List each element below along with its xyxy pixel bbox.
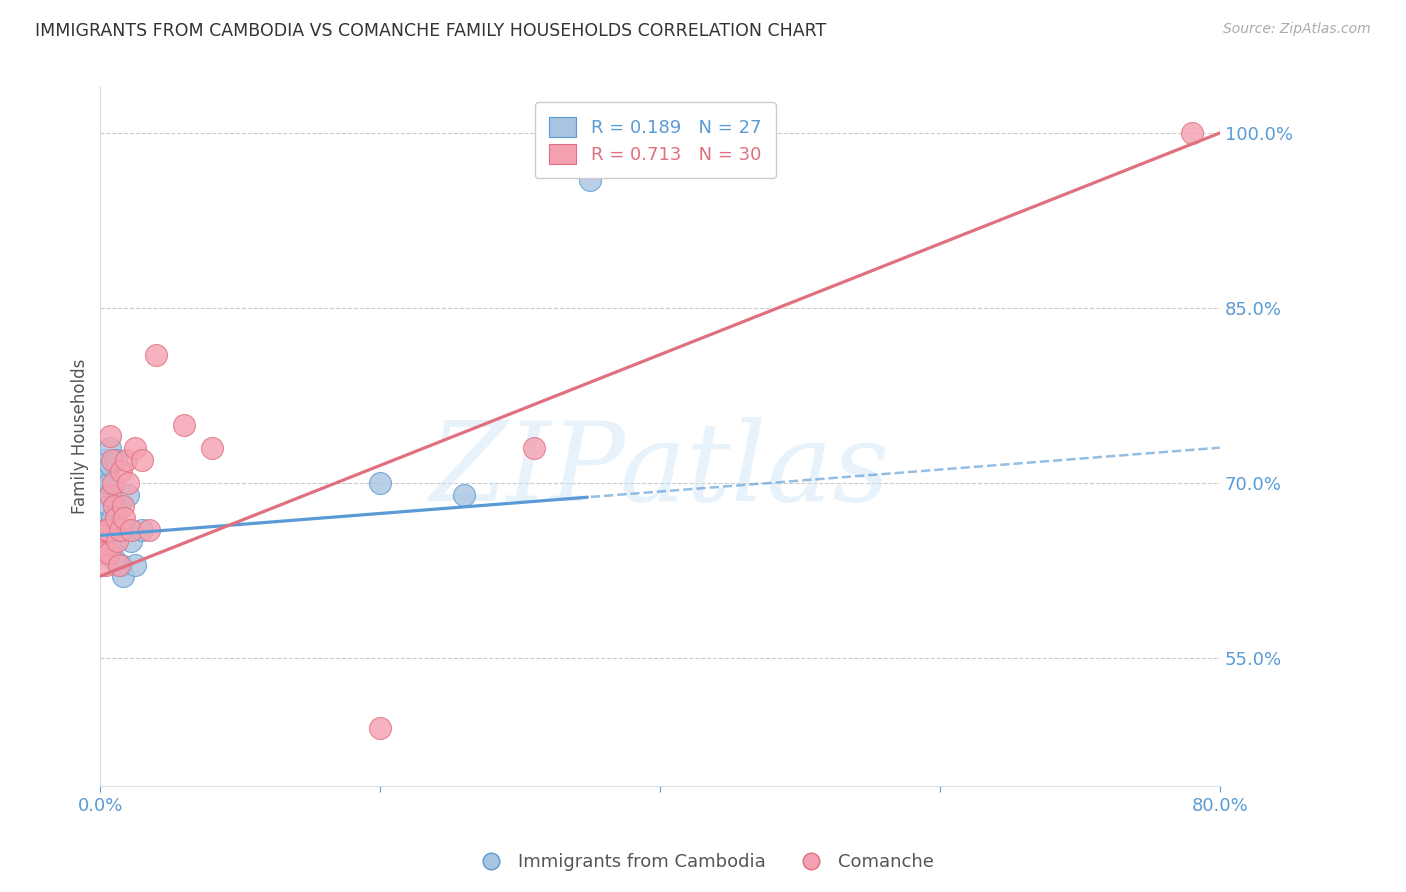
Point — [112, 511, 135, 525]
Text: Source: ZipAtlas.com: Source: ZipAtlas.com — [1223, 22, 1371, 37]
Point — [97, 500, 120, 514]
Point — [94, 475, 117, 490]
Point — [368, 475, 391, 490]
Point — [145, 348, 167, 362]
Point — [90, 534, 112, 549]
Point — [131, 523, 153, 537]
Point — [93, 452, 115, 467]
Legend: R = 0.189   N = 27, R = 0.713   N = 30: R = 0.189 N = 27, R = 0.713 N = 30 — [534, 103, 776, 178]
Point — [120, 534, 142, 549]
Point — [107, 558, 129, 572]
Point — [111, 569, 134, 583]
Point — [103, 551, 125, 566]
Point — [108, 523, 131, 537]
Point — [579, 172, 602, 186]
Point — [110, 464, 132, 478]
Point — [107, 500, 129, 514]
Point — [120, 523, 142, 537]
Point — [93, 523, 115, 537]
Point — [98, 429, 121, 443]
Point — [114, 523, 136, 537]
Point — [111, 500, 134, 514]
Point — [103, 500, 125, 514]
Point — [523, 441, 546, 455]
Point — [124, 558, 146, 572]
Point — [173, 417, 195, 432]
Point — [97, 546, 120, 560]
Point — [98, 458, 121, 473]
Point — [103, 523, 125, 537]
Text: ZIPatlas: ZIPatlas — [430, 417, 890, 525]
Point — [114, 452, 136, 467]
Point — [96, 523, 118, 537]
Point — [101, 534, 124, 549]
Point — [100, 452, 122, 467]
Legend: Immigrants from Cambodia, Comanche: Immigrants from Cambodia, Comanche — [465, 847, 941, 879]
Point — [117, 475, 139, 490]
Point — [94, 558, 117, 572]
Point — [101, 475, 124, 490]
Point — [1181, 126, 1204, 140]
Point — [124, 441, 146, 455]
Point — [100, 523, 122, 537]
Point — [98, 487, 121, 501]
Point — [138, 523, 160, 537]
Point — [453, 487, 475, 501]
Point — [90, 516, 112, 530]
Point — [131, 452, 153, 467]
Point — [105, 534, 128, 549]
Point — [96, 464, 118, 478]
Point — [91, 546, 114, 560]
Point — [100, 511, 122, 525]
Y-axis label: Family Households: Family Households — [72, 359, 89, 514]
Point — [96, 487, 118, 501]
Point — [98, 441, 121, 455]
Point — [201, 441, 224, 455]
Text: IMMIGRANTS FROM CAMBODIA VS COMANCHE FAMILY HOUSEHOLDS CORRELATION CHART: IMMIGRANTS FROM CAMBODIA VS COMANCHE FAM… — [35, 22, 827, 40]
Point — [117, 487, 139, 501]
Point — [105, 523, 128, 537]
Point — [97, 475, 120, 490]
Point — [110, 558, 132, 572]
Point — [104, 511, 127, 525]
Point — [368, 721, 391, 735]
Point — [104, 452, 127, 467]
